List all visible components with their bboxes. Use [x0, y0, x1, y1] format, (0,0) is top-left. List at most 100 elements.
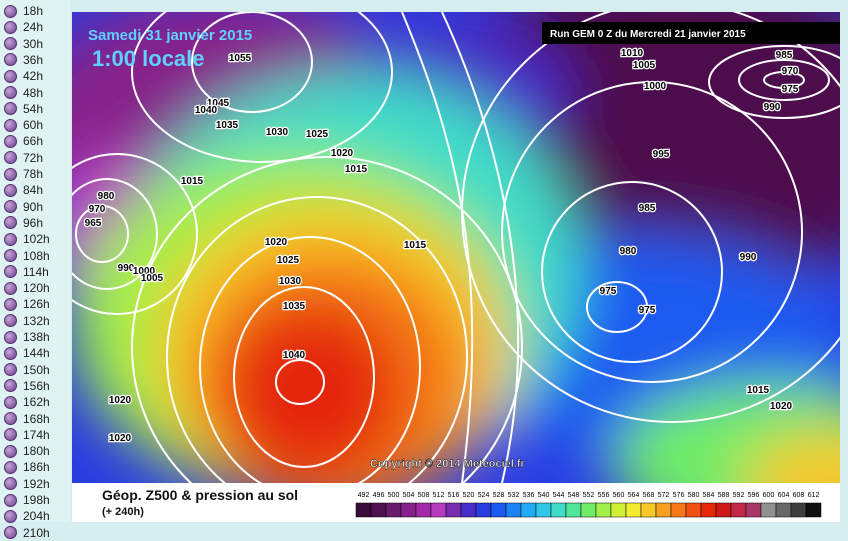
forecast-hour-link[interactable]: 66h — [4, 133, 43, 149]
hour-label: 96h — [23, 215, 44, 230]
isobar-label: 990 — [764, 102, 781, 113]
radio-bullet — [4, 37, 17, 51]
forecast-hour-link[interactable]: 162h — [4, 394, 50, 410]
forecast-hour-link[interactable]: 114h — [4, 264, 49, 280]
hour-label: 24h — [23, 20, 44, 35]
isobar-label: 970 — [89, 204, 106, 215]
scale-swatch — [805, 502, 822, 518]
isobar-label: 990 — [740, 252, 757, 263]
scale-label: 572 — [658, 492, 670, 499]
isobar-label: 990 — [118, 263, 135, 274]
radio-bullet — [4, 412, 17, 425]
isobar-label: 975 — [600, 286, 617, 297]
scale-label: 536 — [523, 492, 535, 499]
forecast-hour-link[interactable]: 198h — [4, 492, 50, 508]
radio-bullet — [4, 265, 17, 279]
hour-label: 174h — [23, 427, 50, 442]
isobar-label: 980 — [620, 246, 637, 257]
isobar-label: 1030 — [279, 276, 302, 287]
scale-swatch — [640, 502, 657, 518]
radio-bullet — [4, 428, 17, 442]
forecast-hour-link[interactable]: 150h — [4, 362, 50, 378]
hour-label: 192h — [23, 476, 50, 491]
hour-label: 150h — [23, 362, 50, 377]
radio-bullet — [4, 183, 17, 197]
color-scale: 492 496 500 504 508 512 516 520 524 528 532 536 540 5… — [355, 492, 822, 518]
forecast-hour-link[interactable]: 174h — [4, 427, 50, 443]
hour-label: 48h — [23, 85, 44, 100]
forecast-hour-link[interactable]: 84h — [4, 182, 43, 198]
run-info: Run GEM 0 Z du Mercredi 21 janvier 2015 — [550, 29, 746, 40]
isobar-label: 1010 — [621, 48, 644, 59]
scale-swatch — [385, 502, 402, 518]
scale-swatch — [700, 502, 717, 518]
radio-bullet — [4, 281, 17, 295]
forecast-hour-link[interactable]: 144h — [4, 345, 50, 361]
forecast-hour-link[interactable]: 132h — [4, 313, 50, 329]
forecast-hour-link[interactable]: 138h — [4, 329, 50, 345]
forecast-hour-link[interactable]: 186h — [4, 459, 50, 475]
scale-swatch — [565, 502, 582, 518]
scale-swatch — [790, 502, 807, 518]
isobar-label: 1020 — [770, 401, 793, 412]
hour-label: 18h — [23, 4, 44, 18]
forecast-hour-link[interactable]: 210h — [4, 525, 50, 541]
scale-label: 580 — [688, 492, 700, 499]
scale-swatch — [415, 502, 432, 518]
scale-label: 548 — [568, 492, 580, 499]
scale-label: 600 — [763, 492, 775, 499]
radio-bullet — [4, 151, 17, 165]
scale-swatch — [775, 502, 792, 518]
scale-swatch — [715, 502, 732, 518]
forecast-hour-link[interactable]: 60h — [4, 117, 43, 133]
scale-swatch — [610, 502, 627, 518]
map-date: Samedi 31 janvier 2015 — [88, 27, 252, 44]
forecast-hour-link[interactable]: 192h — [4, 476, 50, 492]
scale-label: 552 — [583, 492, 595, 499]
forecast-hour-link[interactable]: 36h — [4, 52, 43, 68]
scale-label: 588 — [718, 492, 730, 499]
forecast-hour-link[interactable]: 54h — [4, 101, 43, 117]
forecast-hour-link[interactable]: 42h — [4, 68, 43, 84]
scale-label: 576 — [673, 492, 685, 499]
radio-bullet — [4, 395, 17, 409]
forecast-hour-link[interactable]: 72h — [4, 150, 43, 166]
isobar-label: 1025 — [277, 255, 300, 266]
hour-label: 120h — [23, 281, 50, 296]
scale-swatch — [625, 502, 642, 518]
forecast-hour-link[interactable]: 168h — [4, 411, 50, 427]
radio-bullet — [4, 330, 17, 344]
hour-label: 144h — [23, 346, 50, 361]
radio-bullet — [4, 53, 17, 67]
forecast-hour-link[interactable]: 102h — [4, 231, 50, 247]
scale-swatch — [655, 502, 672, 518]
forecast-hour-link[interactable]: 96h — [4, 215, 43, 231]
forecast-hour-link[interactable]: 24h — [4, 19, 43, 35]
hour-label: 78h — [23, 167, 44, 181]
forecast-hour-link[interactable]: 48h — [4, 85, 43, 101]
hour-label: 138h — [23, 330, 50, 344]
isobar-label: 970 — [782, 66, 799, 77]
radio-bullet — [4, 20, 17, 34]
radio-bullet — [4, 216, 17, 230]
radio-bullet — [4, 460, 17, 474]
radio-bullet — [4, 493, 17, 507]
forecast-hour-link[interactable]: 204h — [4, 508, 50, 524]
hour-label: 162h — [23, 395, 50, 410]
forecast-hour-link[interactable]: 108h — [4, 248, 50, 264]
forecast-hour-link[interactable]: 18h — [4, 3, 43, 19]
radio-bullet — [4, 477, 17, 491]
forecast-hour-link[interactable]: 180h — [4, 443, 50, 459]
scale-swatch — [745, 502, 762, 518]
radio-bullet — [4, 297, 17, 311]
forecast-hour-link[interactable]: 78h — [4, 166, 43, 182]
radio-bullet — [4, 444, 17, 458]
forecast-hour-link[interactable]: 90h — [4, 199, 43, 215]
forecast-hour-link[interactable]: 30h — [4, 36, 43, 52]
isobar-label: 985 — [639, 203, 656, 214]
radio-bullet — [4, 118, 17, 132]
forecast-hour-link[interactable]: 156h — [4, 378, 50, 394]
forecast-hour-link[interactable]: 126h — [4, 296, 50, 312]
scale-label: 540 — [538, 492, 550, 499]
forecast-hour-link[interactable]: 120h — [4, 280, 50, 296]
